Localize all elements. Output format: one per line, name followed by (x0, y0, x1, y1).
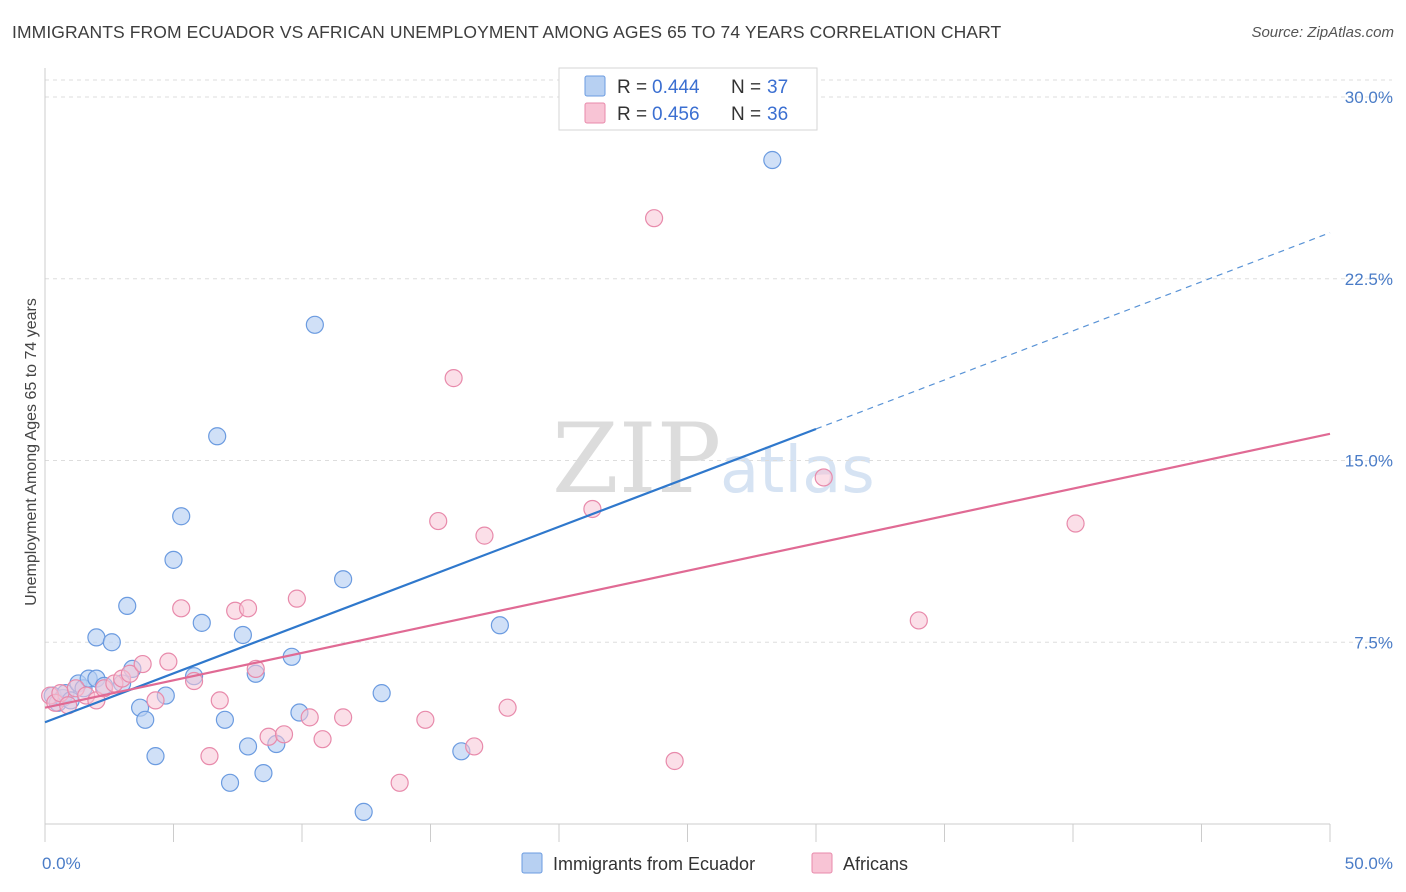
point-africans-11 (133, 654, 152, 674)
trend-lines (44, 232, 1331, 724)
point-ecuador-16 (136, 710, 155, 729)
point-africans-13 (159, 652, 178, 671)
point-ecuador-29 (254, 764, 273, 783)
point-ecuador-33 (305, 315, 324, 334)
y-axis-label: Unemployment Among Ages 65 to 74 years (23, 298, 40, 606)
point-ecuador-23 (208, 427, 227, 446)
point-africans-31 (465, 737, 484, 756)
y-tick-labels: 7.5% 15.0% 22.5% 30.0% (1345, 88, 1393, 652)
y-tick-label-0: 7.5% (1354, 633, 1393, 652)
legend-label-africans: Africans (843, 854, 908, 874)
legend-swatch-ecuador (584, 75, 606, 97)
point-africans-37 (814, 468, 833, 487)
trend-line-ecuador (44, 427, 817, 724)
point-africans-21 (259, 727, 278, 746)
y-tick-label-2: 22.5% (1345, 270, 1393, 289)
point-africans-22 (274, 725, 294, 744)
point-ecuador-10 (87, 628, 106, 647)
legend-swatch-africans (584, 102, 606, 124)
x-tick-labels: 0.0% 50.0% (42, 854, 1393, 873)
legend-r-label-b: R = (617, 104, 647, 125)
y-tick-label-3: 30.0% (1345, 88, 1393, 107)
chart-title: IMMIGRANTS FROM ECUADOR VS AFRICAN UNEMP… (12, 22, 1002, 42)
chart-source: Source: ZipAtlas.com (1251, 24, 1394, 41)
point-africans-29 (429, 511, 448, 531)
point-africans-19 (238, 599, 258, 618)
point-africans-16 (200, 747, 219, 766)
legend-r-value-b: 0.456 (652, 104, 700, 125)
legend-n-value-b: 36 (767, 104, 788, 125)
correlation-legend: R = 0.444 N = 37 R = 0.456 N = 36 (558, 67, 818, 131)
legend-n-label-b: N = (731, 104, 761, 125)
point-ecuador-17 (146, 747, 165, 766)
point-ecuador-25 (220, 773, 240, 792)
point-africans-25 (313, 730, 332, 749)
trend-line-ecuador-extension (815, 232, 1331, 430)
point-ecuador-11 (102, 633, 121, 652)
point-africans-30 (444, 369, 463, 388)
point-africans-38 (909, 611, 928, 630)
point-africans-36 (665, 751, 684, 771)
point-ecuador-22 (192, 613, 211, 632)
legend-n-value-a: 37 (767, 77, 788, 98)
legend-swatch-ecuador-bottom (521, 852, 543, 874)
point-africans-33 (498, 698, 517, 717)
point-africans-32 (475, 526, 494, 545)
watermark-atlas: atlas (720, 434, 875, 508)
legend-r-label-a: R = (617, 77, 647, 98)
point-africans-23 (287, 589, 306, 608)
point-ecuador-20 (172, 507, 191, 526)
x-tick-label-1: 50.0% (1345, 854, 1393, 873)
point-africans-27 (390, 773, 409, 792)
point-africans-10 (120, 664, 139, 683)
point-africans-17 (210, 691, 229, 710)
gridlines (45, 79, 1392, 643)
point-ecuador-38 (490, 616, 509, 635)
point-africans-39 (1066, 514, 1085, 533)
point-africans-24 (300, 708, 319, 727)
point-ecuador-26 (233, 625, 252, 645)
point-africans-12 (146, 691, 165, 710)
legend-r-value-a: 0.444 (652, 77, 700, 98)
point-africans-26 (334, 708, 353, 727)
x-tick-label-0: 0.0% (42, 854, 81, 873)
legend-n-label-a: N = (731, 77, 761, 98)
point-ecuador-27 (238, 737, 258, 756)
series-legend: Immigrants from Ecuador Africans (521, 852, 908, 874)
point-ecuador-36 (372, 684, 391, 703)
point-ecuador-35 (354, 802, 373, 821)
point-ecuador-19 (164, 550, 183, 569)
point-africans-28 (416, 710, 435, 729)
point-ecuador-39 (763, 150, 782, 170)
point-africans-35 (644, 209, 664, 228)
point-ecuador-34 (334, 570, 353, 589)
watermark: ZIP atlas (552, 403, 875, 515)
point-ecuador-13 (118, 596, 137, 616)
trend-line-africans (44, 432, 1331, 709)
y-tick-label-1: 15.0% (1345, 452, 1393, 471)
point-ecuador-24 (215, 710, 234, 729)
legend-label-ecuador: Immigrants from Ecuador (553, 854, 755, 874)
point-africans-14 (172, 599, 191, 618)
legend-swatch-africans-bottom (811, 852, 833, 874)
